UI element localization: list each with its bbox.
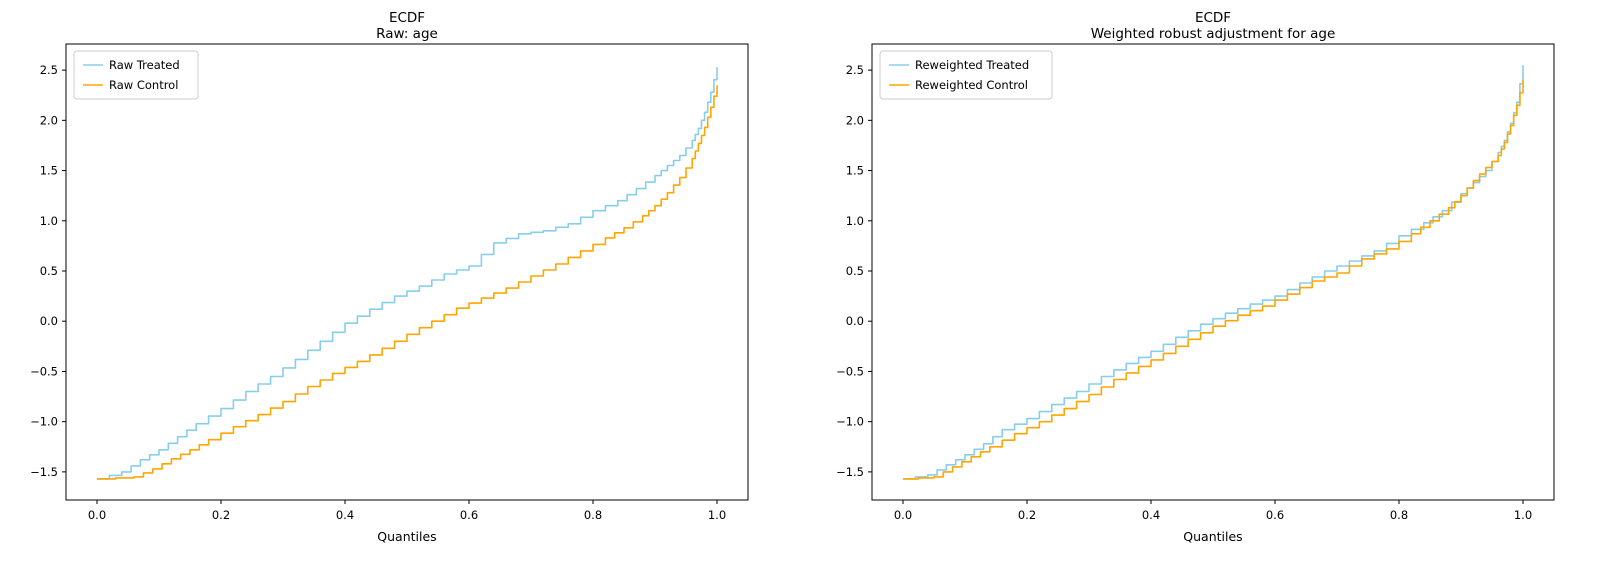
- svg-text:0.0: 0.0: [40, 314, 58, 328]
- svg-text:1.0: 1.0: [1514, 508, 1532, 522]
- legend: Reweighted Treated Reweighted Control: [879, 50, 1053, 100]
- svg-text:2.0: 2.0: [40, 113, 58, 127]
- svg-text:2.0: 2.0: [846, 113, 864, 127]
- axes-spines: [871, 43, 1555, 501]
- svg-text:0.4: 0.4: [336, 508, 354, 522]
- svg-text:0.2: 0.2: [212, 508, 230, 522]
- svg-text:0.8: 0.8: [584, 508, 602, 522]
- svg-text:−0.5: −0.5: [836, 364, 864, 378]
- legend-label: Reweighted Treated: [915, 58, 1029, 72]
- svg-text:0.0: 0.0: [846, 314, 864, 328]
- svg-text:2.5: 2.5: [846, 63, 864, 77]
- svg-text:−1.5: −1.5: [836, 465, 864, 479]
- svg-text:0.0: 0.0: [894, 508, 912, 522]
- legend-label: Raw Treated: [109, 58, 180, 72]
- svg-text:1.0: 1.0: [708, 508, 726, 522]
- series-line-reweighted-control: [903, 80, 1524, 480]
- svg-text:0.0: 0.0: [88, 508, 106, 522]
- svg-text:1.5: 1.5: [846, 164, 864, 178]
- svg-text:0.6: 0.6: [460, 508, 478, 522]
- svg-text:0.5: 0.5: [40, 264, 58, 278]
- legend-label: Raw Control: [109, 78, 178, 92]
- x-axis-label: Quantiles: [377, 529, 436, 544]
- x-axis: 0.0 0.2 0.4 0.6 0.8 1.0 Quantiles: [88, 500, 726, 544]
- svg-text:Raw: age: Raw: age: [376, 26, 438, 42]
- svg-text:Weighted robust adjustment for: Weighted robust adjustment for age: [1091, 26, 1336, 42]
- y-axis: −1.5 −1.0 −0.5 0.0 0.5 1.0 1.5 2.0 2.5: [836, 63, 872, 479]
- legend: Raw Treated Raw Control: [73, 50, 199, 100]
- series-line-reweighted-treated: [903, 65, 1524, 480]
- svg-text:−1.0: −1.0: [30, 415, 58, 429]
- svg-text:ECDF: ECDF: [1195, 10, 1231, 26]
- svg-text:1.0: 1.0: [846, 214, 864, 228]
- svg-text:−1.0: −1.0: [836, 415, 864, 429]
- svg-text:1.0: 1.0: [40, 214, 58, 228]
- svg-text:−0.5: −0.5: [30, 364, 58, 378]
- x-axis: 0.0 0.2 0.4 0.6 0.8 1.0 Quantiles: [894, 500, 1532, 544]
- svg-text:0.8: 0.8: [1390, 508, 1408, 522]
- y-axis: −1.5 −1.0 −0.5 0.0 0.5 1.0 1.5 2.0 2.5: [30, 63, 66, 479]
- x-axis-label: Quantiles: [1183, 529, 1242, 544]
- series-line-raw-control: [97, 85, 718, 480]
- axes-spines: [65, 43, 749, 501]
- svg-text:0.2: 0.2: [1018, 508, 1036, 522]
- svg-text:1.5: 1.5: [40, 164, 58, 178]
- svg-text:−1.5: −1.5: [30, 465, 58, 479]
- legend-label: Reweighted Control: [915, 78, 1028, 92]
- svg-text:0.4: 0.4: [1142, 508, 1160, 522]
- svg-text:0.6: 0.6: [1266, 508, 1284, 522]
- svg-text:2.5: 2.5: [40, 63, 58, 77]
- series-line-raw-treated: [97, 67, 718, 480]
- svg-text:0.5: 0.5: [846, 264, 864, 278]
- svg-text:ECDF: ECDF: [389, 10, 425, 26]
